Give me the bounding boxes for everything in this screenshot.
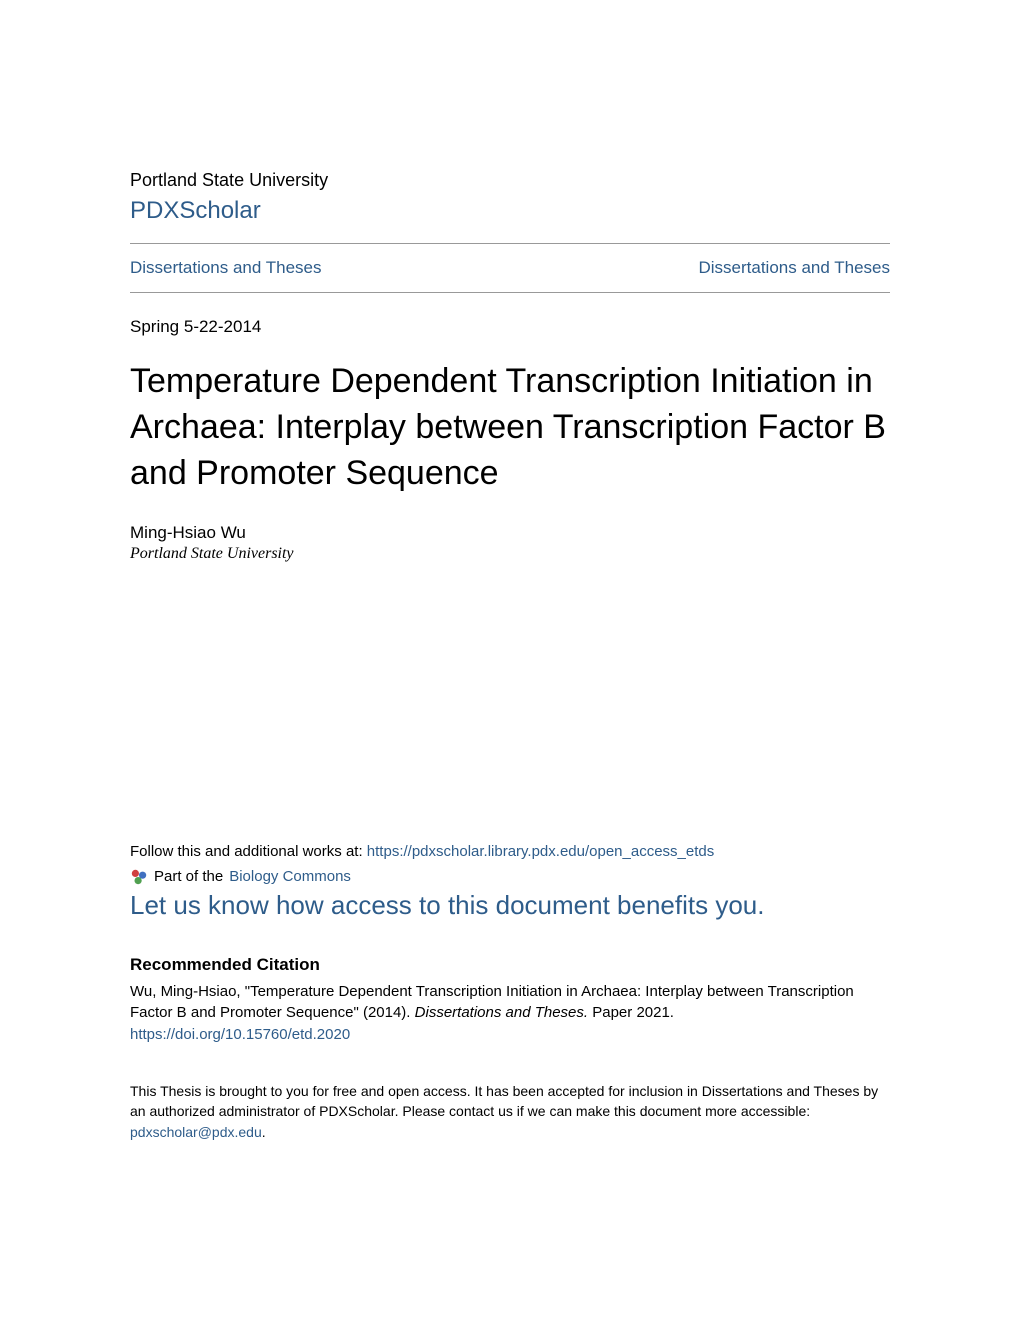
follow-url-link[interactable]: https://pdxscholar.library.pdx.edu/open_…: [367, 843, 714, 860]
footer-email-link[interactable]: pdxscholar@pdx.edu: [130, 1124, 262, 1140]
footer-part2: .: [262, 1124, 266, 1140]
part-of-prefix: Part of the: [154, 868, 223, 885]
publication-date: Spring 5-22-2014: [130, 317, 890, 337]
breadcrumb-row: Dissertations and Theses Dissertations a…: [130, 244, 890, 292]
part-of-line: Part of the Biology Commons: [130, 868, 890, 886]
author-name: Ming-Hsiao Wu: [130, 523, 890, 543]
author-affiliation: Portland State University: [130, 545, 890, 563]
commons-network-icon: [130, 868, 148, 886]
citation-heading: Recommended Citation: [130, 955, 890, 975]
university-name: Portland State University: [130, 170, 890, 191]
breadcrumb-left-link[interactable]: Dissertations and Theses: [130, 258, 322, 278]
follow-prefix: Follow this and additional works at:: [130, 843, 367, 860]
citation-text: Wu, Ming-Hsiao, "Temperature Dependent T…: [130, 981, 890, 1025]
footer-text: This Thesis is brought to you for free a…: [130, 1081, 890, 1142]
footer-part1: This Thesis is brought to you for free a…: [130, 1083, 878, 1119]
repository-link[interactable]: PDXScholar: [130, 197, 890, 225]
spacer: [130, 563, 890, 843]
document-title: Temperature Dependent Transcription Init…: [130, 359, 890, 497]
follow-works-line: Follow this and additional works at: htt…: [130, 843, 890, 860]
breadcrumb-right-link[interactable]: Dissertations and Theses: [698, 258, 890, 278]
benefits-link[interactable]: Let us know how access to this document …: [130, 890, 890, 921]
citation-source-italic: Dissertations and Theses.: [415, 1004, 588, 1021]
divider-bottom: [130, 292, 890, 293]
doi-link[interactable]: https://doi.org/10.15760/etd.2020: [130, 1026, 890, 1043]
biology-commons-link[interactable]: Biology Commons: [229, 868, 351, 885]
citation-part2: Paper 2021.: [588, 1004, 674, 1021]
